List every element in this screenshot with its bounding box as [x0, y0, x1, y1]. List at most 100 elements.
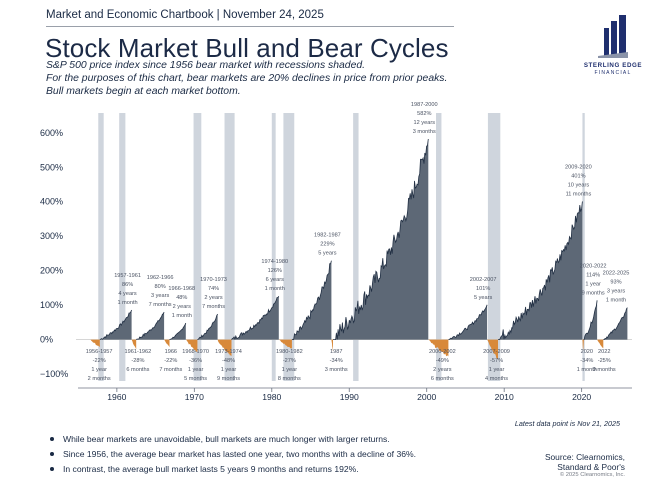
y-tick-label: 400%: [40, 197, 63, 207]
bull-market-area: [291, 260, 332, 340]
x-tick-label: 2020: [572, 392, 591, 402]
bull-market-label: 1966-1968: [168, 286, 195, 292]
x-tick-label: 1990: [340, 392, 359, 402]
bear-market-label: 6 months: [126, 367, 149, 373]
bear-market-label: 2020: [581, 349, 593, 355]
bear-market-label: 1 year: [91, 367, 107, 373]
y-tick-label: 100%: [40, 300, 63, 310]
bull-market-line: [99, 309, 132, 340]
bull-market-label: 11 months: [566, 191, 592, 197]
x-tick-label: 1980: [262, 392, 281, 402]
y-tick-label: 200%: [40, 266, 63, 276]
x-tick-label: 2010: [495, 392, 514, 402]
bear-market-label: 4 months: [485, 376, 508, 382]
bull-market-label: 1974-1980: [261, 259, 288, 265]
bull-market-area: [99, 310, 132, 340]
bull-market-area: [136, 312, 165, 340]
bear-market-area: [131, 339, 137, 350]
recession-shading: [98, 113, 585, 381]
bear-market-label: 1 month: [577, 367, 597, 373]
recession-band: [271, 113, 276, 381]
bull-market-label: 1 month: [265, 286, 285, 292]
bear-market-label: 2022: [598, 349, 610, 355]
bull-market-label: 229%: [320, 242, 334, 248]
bull-market-label: 1 month: [172, 313, 192, 319]
bear-market-label: -28%: [131, 358, 144, 364]
bear-market-area: [597, 339, 604, 349]
bull-market-label: 12 years: [414, 120, 436, 126]
bull-market-label: 2002-2007: [470, 277, 497, 283]
bull-market-label: 48%: [176, 295, 187, 301]
bear-market-area: [164, 339, 170, 348]
bull-market-line: [603, 307, 628, 341]
bull-market-area: [231, 296, 279, 340]
bear-market-label: 6 months: [431, 376, 454, 382]
bear-market-label: -22%: [93, 358, 106, 364]
bear-market-label: -22%: [164, 358, 177, 364]
bear-market-label: 1956-1957: [86, 349, 113, 355]
summary-bullets: While bear markets are unavoidable, bull…: [50, 432, 416, 478]
bull-market-label: 7 months: [202, 304, 225, 310]
bear-market-label: 9 months: [217, 376, 240, 382]
y-tick-label: −100%: [40, 369, 68, 379]
bull-market-label: 5 years: [474, 295, 493, 301]
recession-band: [487, 113, 501, 381]
bull-market-line: [448, 304, 488, 341]
copyright: © 2025 Clearnomics, Inc.: [559, 472, 625, 478]
bull-market-label: 86%: [122, 282, 133, 288]
bull-market-line: [231, 295, 280, 341]
bull-market-area: [603, 307, 628, 340]
bear-market-area: [217, 339, 232, 357]
bear-market-label: 8 months: [278, 376, 301, 382]
bear-market-label: 1973-1974: [215, 349, 242, 355]
bull-market-line: [135, 311, 165, 340]
subtitle-line-2: For the purposes of this chart, bear mar…: [46, 73, 448, 84]
bull-market-label: 10 years: [568, 182, 590, 188]
data-area: [90, 138, 628, 360]
recession-band: [582, 113, 585, 381]
bear-market-label: 3 months: [325, 367, 348, 373]
bull-market-label: 2009-2020: [565, 164, 592, 170]
page-title: Stock Market Bull and Bear Cycles: [45, 33, 449, 63]
x-axis: 1960 1970 1980 1990 2000 2010 2020: [78, 387, 632, 402]
bull-market-label: 1970-1973: [200, 277, 227, 283]
bull-market-label: 582%: [417, 111, 431, 117]
x-tick-label: 1960: [107, 392, 126, 402]
bull-market-area: [583, 300, 598, 340]
bull-market-label: 3 years: [151, 293, 170, 299]
bull-market-line: [291, 260, 332, 341]
y-tick-label: 600%: [40, 128, 63, 138]
latest-data-note: Latest data point is Nov 21, 2025: [514, 419, 620, 428]
bear-market-label: 2007-2009: [483, 349, 510, 355]
bull-market-label: 93%: [610, 280, 621, 286]
bull-market-label: 2 years: [173, 304, 192, 310]
bull-market-label: 2020-2022: [580, 263, 607, 269]
source-line: Standard & Poor's: [557, 462, 625, 472]
bear-market-area: [185, 339, 198, 352]
bull-market-label: 401%: [571, 173, 585, 179]
bull-market-label: 6 years: [266, 277, 285, 283]
bull-market-area: [333, 139, 429, 340]
bear-market-label: 1980-1982: [276, 349, 303, 355]
y-tick-label: 500%: [40, 162, 63, 172]
bull-market-area: [448, 304, 488, 340]
x-tick-label: 2000: [417, 392, 436, 402]
bear-market-label: 5 months: [184, 376, 207, 382]
bear-market-label: 1 year: [489, 367, 505, 373]
header-divider: [46, 26, 454, 27]
summary-bullet: In contrast, the average bull market las…: [50, 462, 416, 477]
recession-band: [193, 113, 202, 381]
bull-market-line: [169, 322, 187, 340]
bull-market-area: [169, 323, 186, 340]
bear-market-label: -25%: [598, 358, 611, 364]
bull-market-area: [498, 201, 583, 340]
bear-market-area: [582, 339, 584, 352]
bear-market-area: [278, 339, 292, 349]
bear-market-area: [331, 339, 333, 352]
bear-market-label: 2 years: [433, 367, 452, 373]
bear-market-label: 1 year: [282, 367, 298, 373]
cycle-labels: 1957-1961 86% 4 years 1 month 1962-1966 80% 3 …: [86, 102, 630, 382]
recession-band: [283, 113, 295, 381]
bull-market-label: 5 years: [318, 251, 337, 257]
